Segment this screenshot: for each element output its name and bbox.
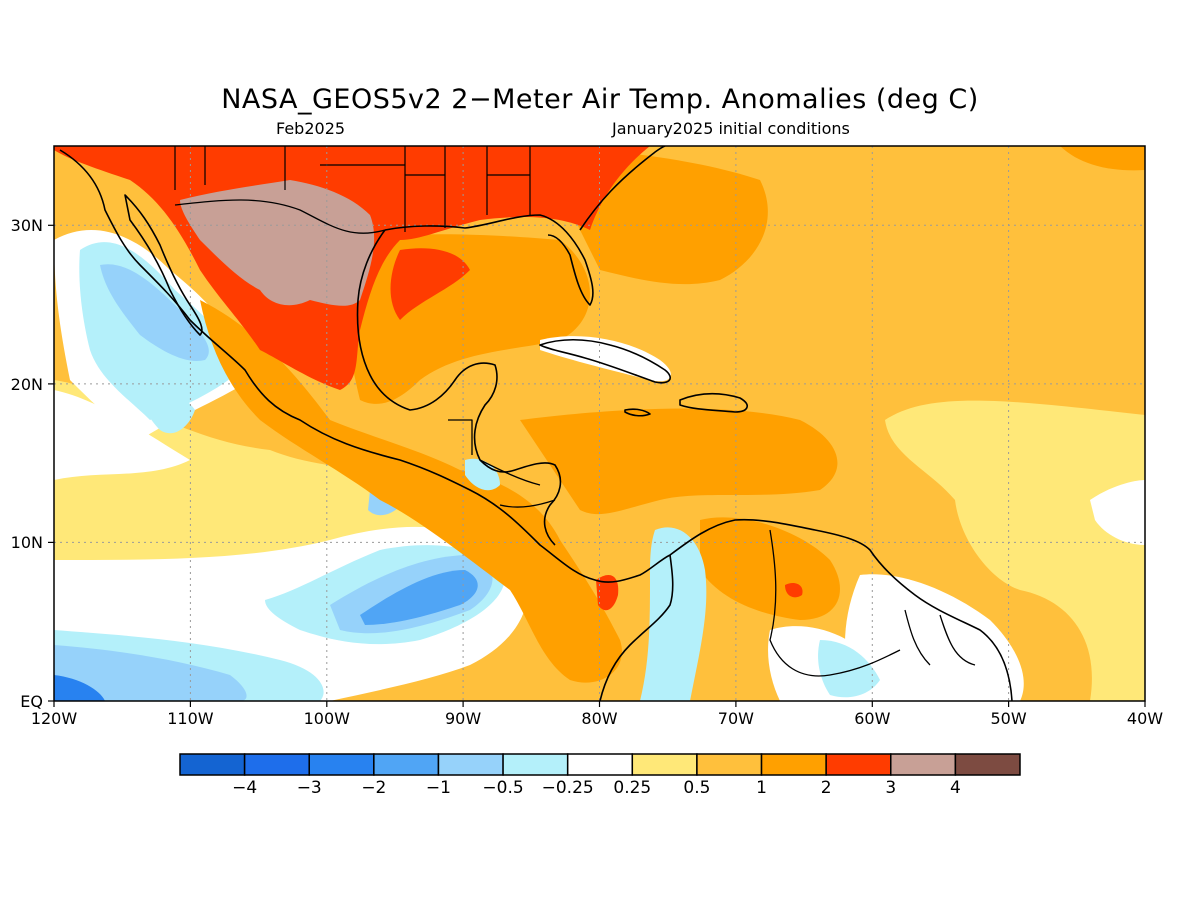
- colorbar-swatch: [954, 753, 1021, 776]
- latitude-labels: EQ 10N 20N 30N: [11, 216, 43, 711]
- anomaly-orange-mexico-pacific: [200, 300, 622, 683]
- anomaly-blue-eq: [54, 645, 247, 701]
- colorbar-label: 3: [885, 778, 896, 798]
- anomaly-orange-ne-corner: [1060, 146, 1145, 171]
- lon-label-90w: 90W: [445, 709, 481, 728]
- anomaly-brown-mexico: [180, 180, 375, 306]
- anomaly-white-pacific-north: [54, 390, 190, 480]
- lon-label-110w: 110W: [167, 709, 214, 728]
- anomaly-red-gulf-coast: [390, 248, 470, 320]
- lon-label-60w: 60W: [854, 709, 890, 728]
- lon-label-70w: 70W: [718, 709, 754, 728]
- map-gridlines: [54, 146, 1145, 701]
- anomaly-yellow-atlantic: [885, 400, 1145, 701]
- map-title: NASA_GEOS5v2 2−Meter Air Temp. Anomalies…: [221, 84, 979, 115]
- colorbar-label: −3: [297, 778, 322, 798]
- colorbar-label: −0.5: [482, 778, 523, 798]
- colorbar-swatch: [179, 753, 246, 776]
- lon-label-80w: 80W: [581, 709, 617, 728]
- colorbar-swatch: [566, 753, 634, 776]
- colorbar-label: 0.25: [613, 778, 651, 798]
- anomaly-red-panama: [596, 575, 619, 611]
- colorbar-label: −1: [426, 778, 451, 798]
- colorbar-label: 1: [756, 778, 767, 798]
- anomaly-orange-venezuela: [700, 517, 840, 620]
- initial-conditions-label: January2025 initial conditions: [612, 119, 850, 138]
- colorbar-swatch: [373, 753, 440, 776]
- anomaly-darkblue-epac: [360, 570, 478, 625]
- anomaly-lightblue-honduras: [465, 458, 500, 491]
- anomaly-deepblue-eq: [54, 675, 105, 701]
- lat-label-30n: 30N: [11, 216, 43, 235]
- atlantic-coastline-us: [579, 146, 666, 231]
- lon-label-40w: 40W: [1127, 709, 1163, 728]
- colorbar-label: 4: [950, 778, 961, 798]
- national-borders: [448, 419, 976, 677]
- valid-month-label: Feb2025: [276, 119, 346, 138]
- colombia-pacific-coast: [599, 554, 674, 701]
- colorbar-swatch: [760, 753, 827, 776]
- colorbar-swatch: [437, 753, 504, 776]
- anomaly-blue-baja: [100, 264, 209, 361]
- colorbar-swatch: [308, 753, 375, 776]
- anomaly-red-venezuela: [785, 583, 803, 598]
- colorbar-swatch: [502, 753, 569, 776]
- anomaly-lightblue-colombia: [640, 527, 707, 701]
- colorbar: −4 −3 −2 −1 −0.5 −0.25 0.25 0.5 1 2 3 4: [179, 753, 1021, 798]
- lon-label-120w: 120W: [31, 709, 78, 728]
- anomaly-lightblue-amazon: [818, 640, 880, 698]
- colorbar-swatch: [696, 753, 763, 776]
- anomaly-white-cuba: [540, 336, 671, 382]
- colorbar-label: 2: [821, 778, 832, 798]
- us-state-borders: [174, 146, 531, 232]
- gulf-coastline-us: [384, 214, 594, 306]
- colorbar-label: −0.25: [542, 778, 594, 798]
- gulf-coastline-mexico: [356, 229, 562, 546]
- colorbar-swatch: [825, 753, 892, 776]
- cuba-outline: [539, 339, 671, 384]
- lon-label-100w: 100W: [304, 709, 351, 728]
- lat-label-eq: EQ: [20, 692, 43, 711]
- longitude-labels: 120W 110W 100W 90W 80W 70W 60W 50W 40W: [31, 709, 1163, 728]
- lon-label-50w: 50W: [991, 709, 1027, 728]
- anomaly-field: [54, 146, 1145, 701]
- anomaly-white-atlantic-east: [1090, 480, 1145, 545]
- anomaly-lightblue-pacific-spot: [143, 388, 195, 434]
- pacific-coastline: [59, 149, 671, 583]
- jamaica-outline: [624, 408, 651, 417]
- lat-label-20n: 20N: [11, 375, 43, 394]
- baja-california: [124, 194, 203, 336]
- lat-label-10n: 10N: [11, 533, 43, 552]
- axis-ticks: [48, 224, 1146, 707]
- hispaniola-outline: [679, 392, 748, 413]
- us-mexico-border: [174, 199, 386, 234]
- colorbar-label: −2: [361, 778, 386, 798]
- colorbar-swatch: [243, 753, 310, 776]
- colorbar-swatch: [890, 753, 957, 776]
- colorbar-swatch: [631, 753, 698, 776]
- south-america-coastline: [669, 518, 1013, 701]
- anomaly-white-guianas: [845, 574, 1024, 701]
- colorbar-label: 0.5: [683, 778, 710, 798]
- coastlines: [59, 146, 1013, 701]
- colorbar-label: −4: [232, 778, 257, 798]
